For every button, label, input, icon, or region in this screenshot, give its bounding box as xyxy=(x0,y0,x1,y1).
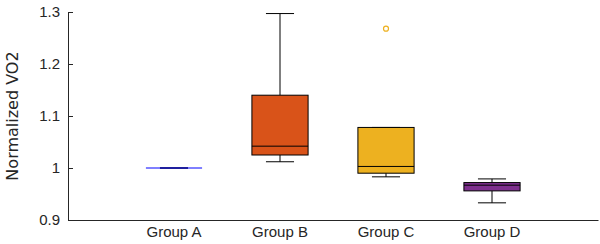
x-tick: Group A xyxy=(146,220,201,240)
upper-cap xyxy=(266,13,294,14)
y-axis-title: Normalized VO2 xyxy=(3,51,22,180)
x-tick: Group B xyxy=(252,220,308,240)
box-group xyxy=(252,14,308,162)
x-tick-label: Group C xyxy=(358,223,415,240)
outlier xyxy=(384,26,389,31)
y-tick: 0.9 xyxy=(39,211,73,228)
box xyxy=(464,183,520,191)
box-group xyxy=(464,179,520,203)
y-tick-label: 0.9 xyxy=(39,211,60,228)
x-tick-label: Group A xyxy=(146,223,201,240)
median xyxy=(252,146,308,147)
box xyxy=(358,127,414,173)
box-group xyxy=(146,168,202,169)
x-tick: Group C xyxy=(358,220,415,240)
lower-whisker xyxy=(492,191,493,203)
lower-cap xyxy=(266,161,294,162)
median xyxy=(358,166,414,167)
chart: 0.911.11.21.3Group AGroup BGroup CGroup … xyxy=(0,0,600,244)
upper-whisker xyxy=(280,14,281,96)
y-tick-mark xyxy=(68,64,73,65)
y-axis: 0.9 1 1.1 1.2 1.3 xyxy=(39,3,73,228)
y-tick-label: 1.3 xyxy=(39,3,60,20)
y-tick: 1.3 xyxy=(39,3,73,20)
upper-cap xyxy=(478,178,506,179)
median xyxy=(464,185,520,186)
y-tick: 1 xyxy=(52,159,73,176)
x-axis-line xyxy=(69,220,599,221)
y-tick: 1.1 xyxy=(39,107,73,124)
y-tick-label: 1.2 xyxy=(39,55,60,72)
lower-cap xyxy=(372,176,400,177)
plot-area xyxy=(146,14,520,203)
y-tick-mark xyxy=(68,116,73,117)
y-tick-mark xyxy=(68,12,73,13)
box xyxy=(146,168,202,169)
y-tick: 1.2 xyxy=(39,55,73,72)
box xyxy=(252,95,308,155)
box-group xyxy=(358,26,414,177)
lower-whisker xyxy=(386,173,387,177)
y-tick-label: 1.1 xyxy=(39,107,60,124)
x-tick-label: Group D xyxy=(464,223,521,240)
lower-cap xyxy=(478,202,506,203)
upper-whisker xyxy=(492,179,493,183)
y-tick-mark xyxy=(68,168,73,169)
x-tick-label: Group B xyxy=(252,223,308,240)
x-tick: Group D xyxy=(464,220,521,240)
lower-whisker xyxy=(280,155,281,162)
y-tick-label: 1 xyxy=(52,159,60,176)
median xyxy=(146,168,202,169)
x-axis: Group A Group B Group C Group D xyxy=(69,220,599,240)
